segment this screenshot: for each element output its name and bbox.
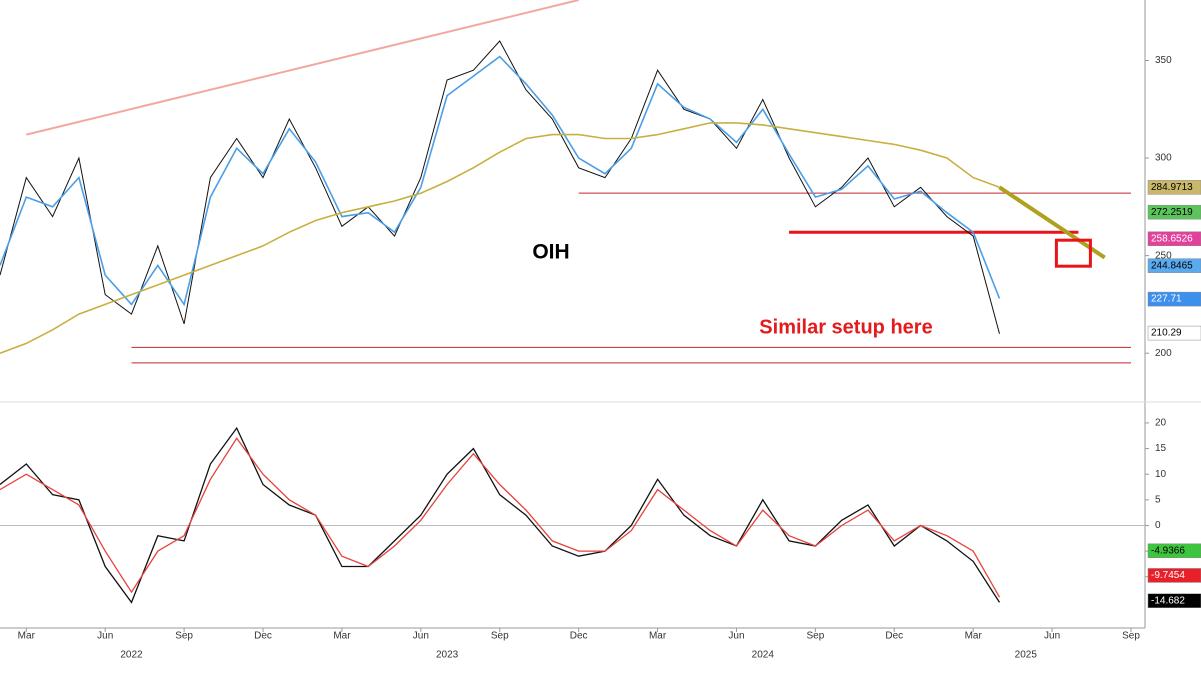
x-tick-label: Dec	[254, 631, 272, 642]
x-tick-label: Dec	[885, 631, 903, 642]
y-tick-label: 10	[1155, 469, 1167, 480]
value-tag-label: -14.682	[1151, 595, 1185, 606]
value-tag	[1147, 291, 1201, 307]
y-tick-label: 0	[1155, 520, 1161, 531]
x-tick-label: Jun	[1044, 631, 1060, 642]
y-tick-label: 5	[1155, 494, 1161, 505]
value-tag-label: -9.7454	[1151, 570, 1185, 581]
price-line	[0, 55, 1001, 307]
x-tick-label: Sep	[1122, 631, 1140, 642]
value-tag-label: 227.71	[1151, 294, 1182, 305]
value-tag-label: 210.29	[1151, 328, 1182, 339]
x-tick-label: Sep	[806, 631, 824, 642]
annotation: OIH	[532, 241, 569, 264]
value-tag	[1147, 325, 1201, 341]
y-tick-label: 350	[1155, 55, 1172, 66]
value-tag	[1147, 204, 1201, 220]
oscillator-line	[0, 437, 1001, 598]
value-tag-label: 284.9713	[1151, 182, 1193, 193]
x-tick-label: Sep	[491, 631, 509, 642]
year-label: 2024	[752, 650, 775, 661]
trend-line	[26, 0, 579, 136]
value-tag	[1147, 543, 1201, 559]
value-tag	[1147, 231, 1201, 246]
x-tick-label: Sep	[175, 631, 193, 642]
value-tag-label: 258.6526	[1151, 233, 1193, 244]
x-tick-label: Jun	[97, 631, 113, 642]
value-tag	[1147, 593, 1201, 608]
x-tick-label: Mar	[965, 631, 983, 642]
x-tick-label: Jun	[413, 631, 429, 642]
value-tag-label: -4.9366	[1151, 545, 1185, 556]
x-tick-label: Dec	[570, 631, 588, 642]
annotation: Similar setup here	[759, 316, 932, 338]
y-tick-label: 300	[1155, 153, 1172, 164]
value-tag	[1147, 258, 1201, 273]
trend-line	[998, 185, 1106, 260]
x-tick-label: Mar	[649, 631, 667, 642]
x-tick-label: Jun	[728, 631, 744, 642]
highlight-box	[1054, 238, 1092, 268]
value-tag-label: 244.8465	[1151, 260, 1193, 271]
value-tag	[1147, 568, 1201, 583]
y-tick-label: 20	[1155, 418, 1167, 429]
x-tick-label: Mar	[18, 631, 36, 642]
price-line	[0, 40, 1000, 334]
year-label: 2023	[436, 650, 459, 661]
year-label: 2022	[120, 650, 143, 661]
year-label: 2025	[1015, 650, 1038, 661]
x-tick-label: Mar	[333, 631, 351, 642]
oscillator-line	[0, 426, 1001, 604]
y-tick-label: 15	[1155, 443, 1167, 454]
value-tag	[1147, 180, 1201, 195]
y-tick-label: 250	[1155, 250, 1172, 261]
y-tick-label: 200	[1155, 348, 1172, 359]
price-line	[0, 122, 1000, 354]
value-tag-label: 272.2519	[1151, 207, 1193, 218]
